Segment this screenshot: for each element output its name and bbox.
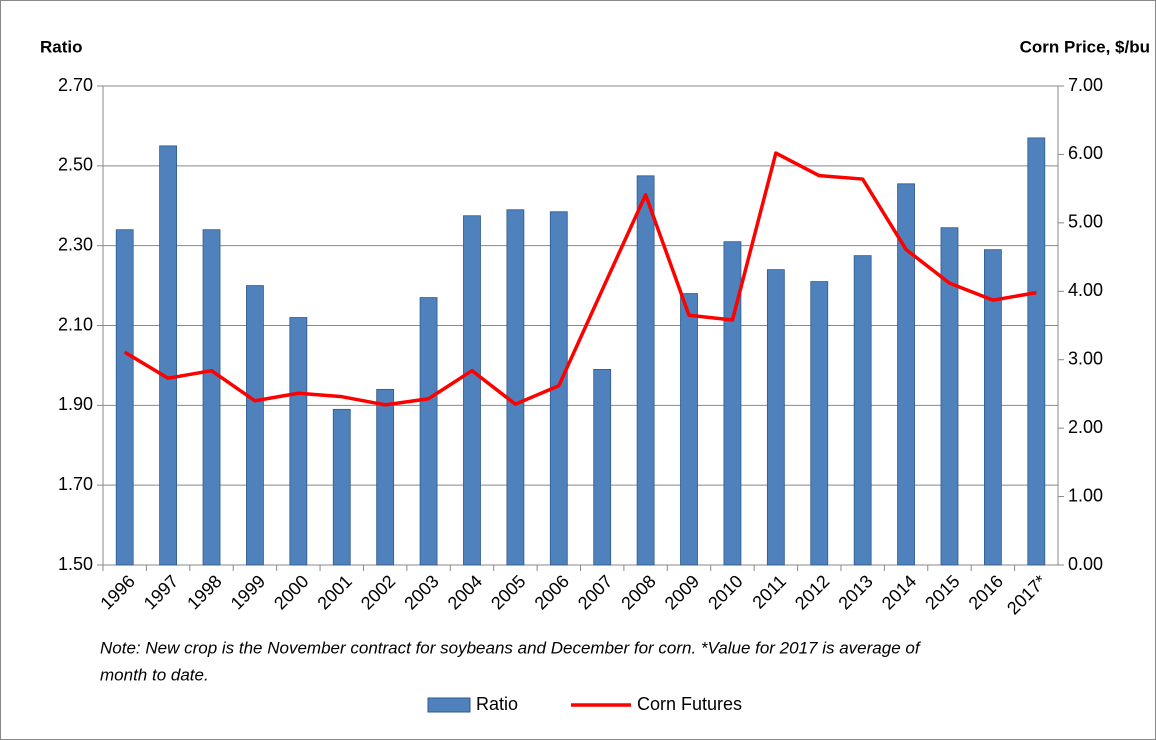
y-tick-label: 2.10: [58, 314, 93, 334]
y-tick-label: 1.70: [58, 474, 93, 494]
bar: [636, 175, 655, 566]
y2-tick-label: 7.00: [1068, 75, 1103, 95]
legend-label: Corn Futures: [637, 694, 742, 714]
bar: [332, 408, 351, 566]
note: month to date.: [100, 665, 209, 684]
bar: [593, 369, 612, 566]
legend-label: Ratio: [476, 694, 518, 714]
y2-axis-title: Corn Price, $/bu: [1020, 37, 1150, 56]
bar: [766, 269, 785, 566]
y2-tick-label: 0.00: [1068, 554, 1103, 574]
bar: [419, 297, 438, 566]
bar: [289, 317, 308, 566]
y-tick-label: 2.30: [58, 234, 93, 254]
bar: [897, 183, 915, 566]
bar: [246, 285, 264, 566]
y2-tick-label: 4.00: [1068, 280, 1103, 300]
y-tick-label: 1.50: [58, 554, 93, 574]
y-tick-label: 2.70: [58, 75, 93, 95]
y2-tick-label: 5.00: [1068, 212, 1103, 232]
bar: [810, 281, 829, 566]
bar: [463, 215, 481, 566]
bar: [723, 241, 742, 566]
line: [123, 151, 1037, 407]
bar: [376, 388, 395, 566]
bar: [940, 227, 959, 566]
y-tick-label: 2.50: [58, 155, 93, 175]
y2-tick-label: 2.00: [1068, 417, 1103, 437]
bar: [853, 255, 872, 566]
bar: [159, 145, 178, 566]
bar: [115, 229, 134, 566]
y2-tick-label: 3.00: [1068, 348, 1103, 368]
y-tick-label: 1.90: [58, 394, 93, 414]
note: Note: New crop is the November contract …: [100, 638, 922, 657]
bar: [506, 209, 525, 566]
bar: [202, 229, 221, 566]
y2-tick-label: 6.00: [1068, 143, 1103, 163]
bar: [1027, 137, 1046, 566]
bar: [983, 249, 1002, 566]
bar: [680, 293, 698, 566]
legend-swatch: [427, 697, 471, 713]
y2-tick-label: 1.00: [1068, 485, 1103, 505]
y-axis-title: Ratio: [40, 37, 83, 56]
